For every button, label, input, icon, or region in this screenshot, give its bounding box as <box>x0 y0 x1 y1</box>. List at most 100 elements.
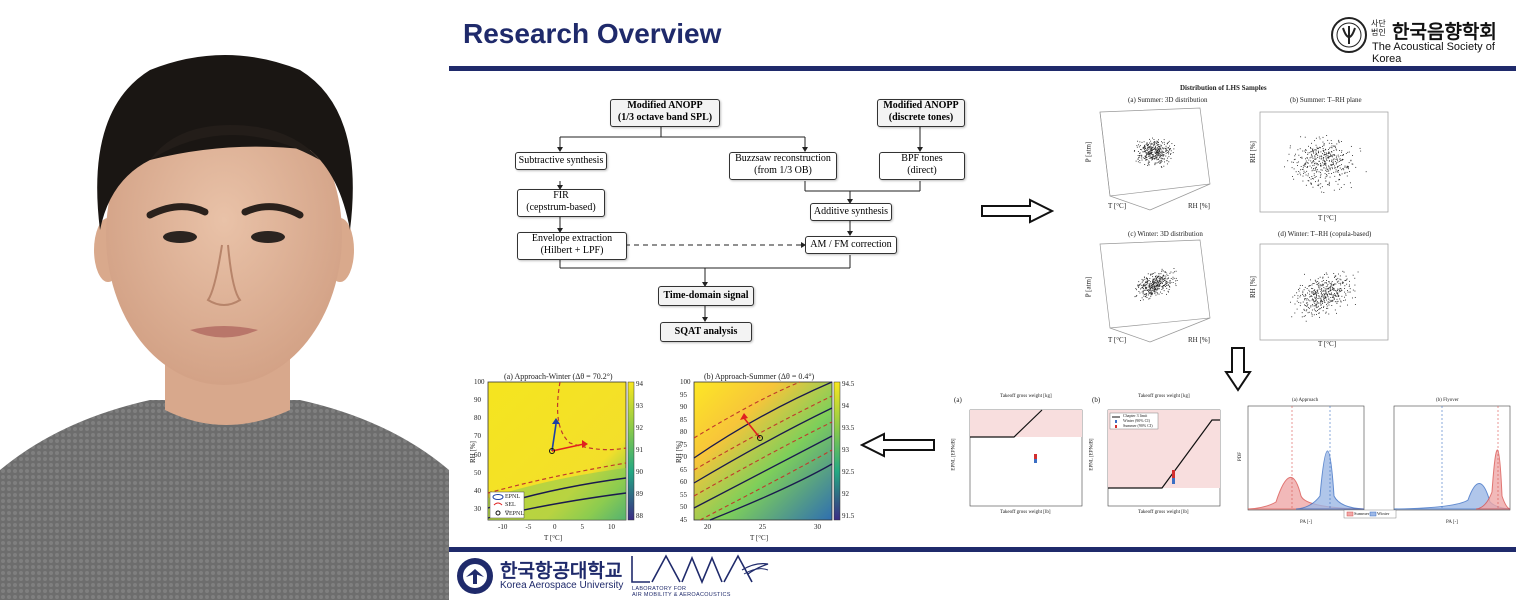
lhs-sample-point <box>1311 309 1313 311</box>
lhs-sample-point <box>1347 168 1349 170</box>
lhs-sample-point <box>1324 301 1326 303</box>
lhs-sample-point <box>1168 281 1170 283</box>
lhs-sample-point <box>1345 275 1347 277</box>
lhs-sample-point <box>1315 166 1317 168</box>
lhs-sample-point <box>1149 138 1151 140</box>
lhs-sample-point <box>1172 272 1174 274</box>
lhs-sample-point <box>1330 164 1332 166</box>
lhs-sample-point <box>1166 273 1168 275</box>
lhs-sample-point <box>1163 139 1165 141</box>
lhs-sample-point <box>1140 300 1142 301</box>
lhs-sample-point <box>1314 296 1316 298</box>
colorbar-tick: 93.5 <box>842 424 855 432</box>
lhs-sample-point <box>1320 289 1322 291</box>
lhs-sample-point <box>1327 307 1329 309</box>
lhs-sample-point <box>1150 158 1152 159</box>
lhs-sample-point <box>1323 301 1325 303</box>
lhs-sample-point <box>1145 286 1147 288</box>
lhs-sample-point <box>1307 152 1309 154</box>
lhs-sample-point <box>1151 143 1153 145</box>
lhs-sample-point <box>1294 155 1296 157</box>
lhs-sample-point <box>1298 171 1300 172</box>
lhs-sample-point <box>1149 146 1151 148</box>
lhs-sample-point <box>1317 179 1319 181</box>
lhs-sample-point <box>1156 157 1157 159</box>
lhs-sample-point <box>1328 281 1329 283</box>
lhs-sample-point <box>1154 158 1155 160</box>
lhs-sample-point <box>1166 285 1168 287</box>
lhs-sample-point <box>1168 289 1170 291</box>
lhs-sample-point <box>1344 285 1346 287</box>
lhs-sample-point <box>1325 291 1327 293</box>
lhs-sample-point <box>1314 156 1316 158</box>
lhs-sample-point <box>1317 148 1319 150</box>
lhs-sample-point <box>1158 278 1160 280</box>
lhs-sample-point <box>1152 281 1154 282</box>
node-anopp-tones: Modified ANOPP (discrete tones) <box>877 99 965 127</box>
lhs-sample-point <box>1311 155 1313 156</box>
lhs-sample-point <box>1320 151 1322 153</box>
lhs-sample-point <box>1341 295 1343 297</box>
lhs-sample-point <box>1325 168 1327 170</box>
lhs-sample-point <box>1152 280 1154 282</box>
lhs-sample-point <box>1301 285 1303 287</box>
lhs-sample-point <box>1333 288 1335 290</box>
lhs-sample-point <box>1146 297 1148 298</box>
lhs-sample-point <box>1334 165 1336 167</box>
lhs-sample-point <box>1315 280 1317 282</box>
lhs-sample-point <box>1171 143 1173 145</box>
lhs-sample-point <box>1151 287 1153 289</box>
lhs-sample-point <box>1150 273 1152 275</box>
lhs-sample-point <box>1157 161 1159 163</box>
lhs-sample-point <box>1143 148 1145 150</box>
lhs-sample-point <box>1349 291 1351 293</box>
lhs-sample-point <box>1331 159 1333 161</box>
lhs-sample-point <box>1323 286 1325 288</box>
lhs-sample-point <box>1163 165 1165 167</box>
lhs-sample-point <box>1340 288 1342 290</box>
lhs-sample-point <box>1158 148 1160 150</box>
lhs-sample-point <box>1147 279 1149 281</box>
lhs-sample-point <box>1149 286 1151 288</box>
lhs-sample-point <box>1335 283 1337 285</box>
lhs-sample-point <box>1146 149 1148 151</box>
lhs-sample-point <box>1340 290 1341 292</box>
lhs-sample-point <box>1149 151 1151 153</box>
lhs-sample-point <box>1354 284 1356 286</box>
lhs-sample-point <box>1343 154 1344 155</box>
lhs-sample-point <box>1150 153 1151 155</box>
lhs-sample-point <box>1313 293 1315 295</box>
lhs-sample-point <box>1297 149 1299 151</box>
lhs-sample-point <box>1307 166 1309 167</box>
contour-ytick: 75 <box>680 440 687 449</box>
lhs-sample-point <box>1319 187 1321 189</box>
lhs-sample-point <box>1330 284 1332 285</box>
lhs-sample-point <box>1138 287 1140 289</box>
lhs-sample-point <box>1135 295 1137 297</box>
lhs-sample-point <box>1297 295 1299 297</box>
lhs-sample-point <box>1311 162 1313 164</box>
lhs-sample-point <box>1148 294 1150 296</box>
lhs-sample-point <box>1320 183 1322 185</box>
lhs-sample-point <box>1331 155 1333 157</box>
lhs-sample-point <box>1145 157 1147 159</box>
lhs-sample-point <box>1150 157 1152 159</box>
lhs-sample-point <box>1155 281 1157 283</box>
lhs-sample-point <box>1312 177 1313 179</box>
lhs-sample-point <box>1316 170 1318 172</box>
lhs-sample-point <box>1349 171 1351 172</box>
lhs-sample-point <box>1169 280 1171 281</box>
lhs-sample-point <box>1304 295 1306 297</box>
lhs-sample-point <box>1167 281 1169 283</box>
lhs-sample-point <box>1305 162 1307 164</box>
lhs-sample-point <box>1301 157 1303 159</box>
lhs-sample-point <box>1143 146 1145 148</box>
lhs-sample-point <box>1153 142 1155 144</box>
lhs-sample-point <box>1304 286 1306 288</box>
lhs-sample-point <box>1304 304 1305 306</box>
lhs-sample-point <box>1314 302 1316 304</box>
lhs-sample-point <box>1317 289 1319 291</box>
lhs-sample-point <box>1322 289 1324 291</box>
lhs-sample-point <box>1157 142 1159 144</box>
contour-b-label: (b) Approach-Summer (Δθ = 0.4°) <box>704 372 815 381</box>
